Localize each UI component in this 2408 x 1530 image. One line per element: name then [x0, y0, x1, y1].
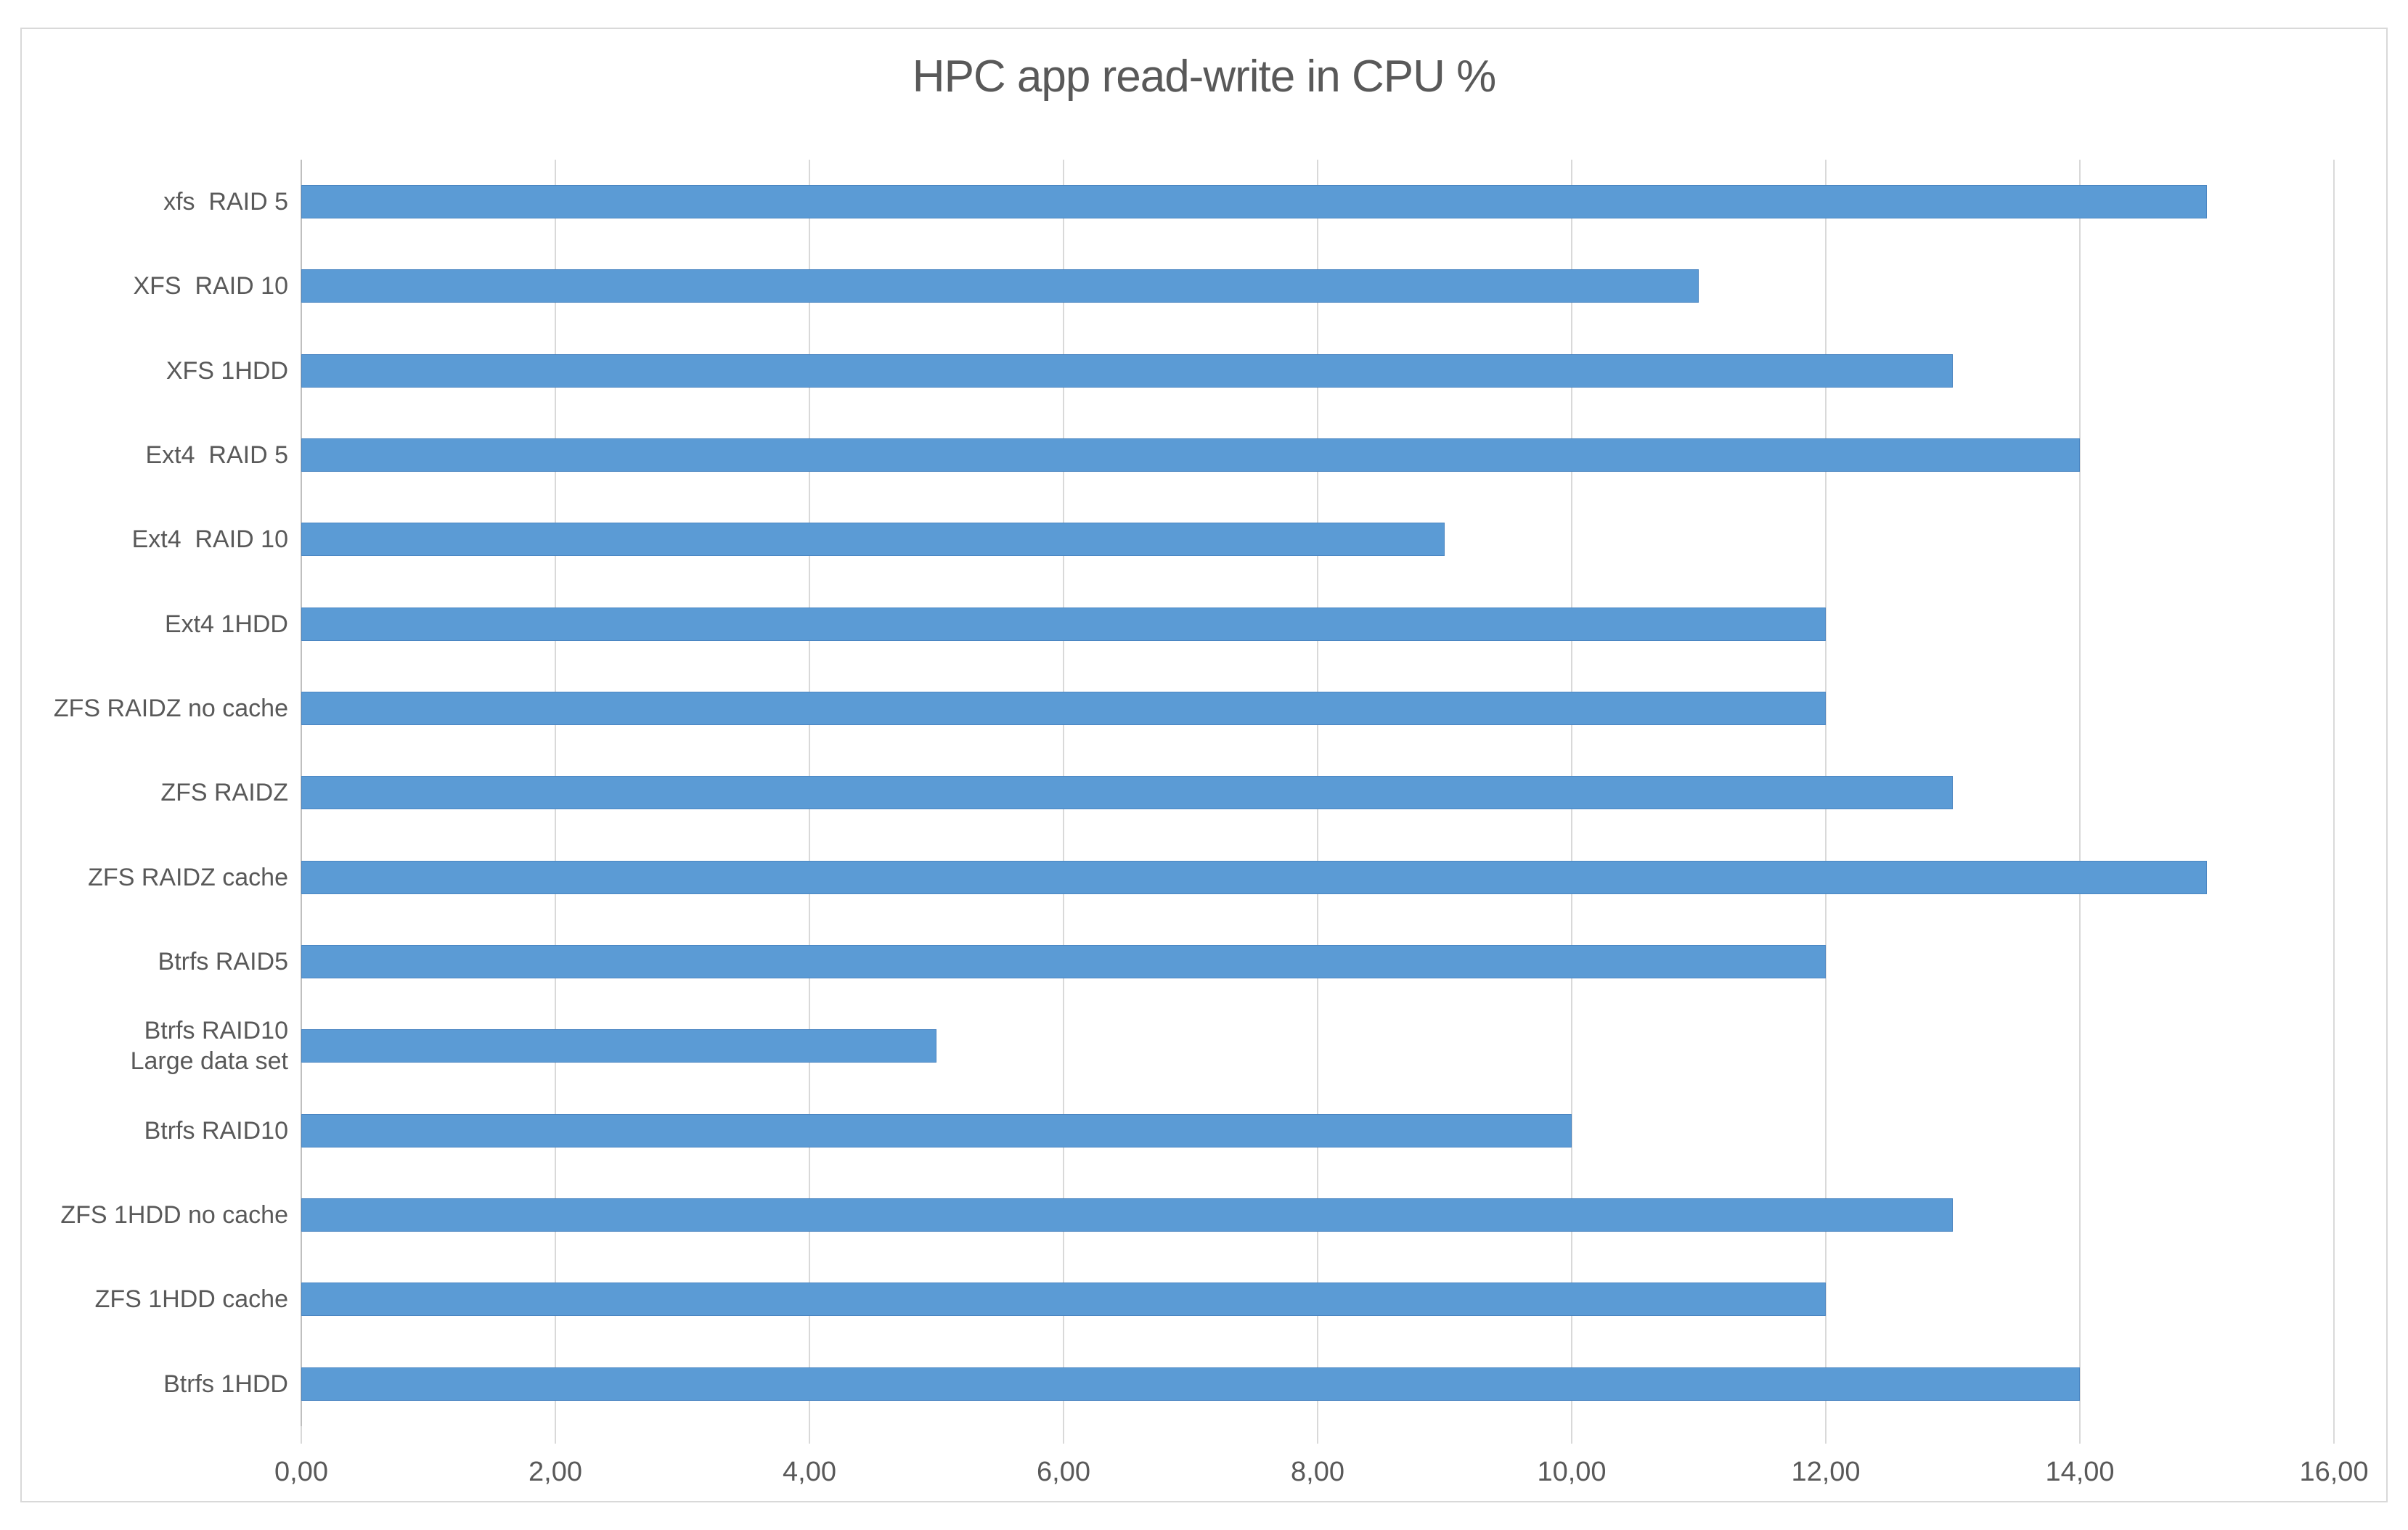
axis-tick-label: 12,00 — [1791, 1457, 1861, 1487]
axis-tick-label: 2,00 — [528, 1457, 582, 1487]
category-label: ZFS 1HDD no cache — [60, 1200, 288, 1229]
bar — [301, 269, 1699, 303]
axis-tick-label: 4,00 — [783, 1457, 836, 1487]
axis-tick — [2079, 1426, 2081, 1444]
bar — [301, 945, 1826, 979]
bar-row: xfs RAID 5 — [163, 160, 2334, 244]
category-label: Btrfs RAID10 — [144, 1116, 288, 1145]
axis-tick — [1063, 1426, 1064, 1444]
category-label: Btrfs 1HDD — [163, 1370, 288, 1398]
gridline — [2333, 160, 2335, 1426]
bar-row: Btrfs RAID10 — [144, 1089, 2334, 1173]
bar-row: Ext4 RAID 10 — [132, 497, 2334, 581]
axis-tick-label: 10,00 — [1537, 1457, 1607, 1487]
bar — [301, 353, 1953, 388]
axis-tick-label: 14,00 — [2045, 1457, 2115, 1487]
plot-area: xfs RAID 5 XFS RAID 10 XFS 1HDD Ext4 RAID 5… — [54, 160, 2369, 1487]
bar-row: Btrfs RAID10 Large data set — [131, 1004, 2334, 1088]
category-label: ZFS 1HDD cache — [94, 1285, 288, 1314]
bar-row: Ext4 RAID 5 — [145, 413, 2334, 497]
bar-row: ZFS RAIDZ — [160, 750, 2334, 835]
axis-tick-label: 0,00 — [274, 1457, 328, 1487]
gridline — [2079, 160, 2081, 1426]
axis-tick — [1825, 1426, 1827, 1444]
bar-row: Ext4 1HDD — [165, 582, 2334, 666]
bar — [301, 1029, 936, 1063]
bar — [301, 1113, 1572, 1148]
axis-tick-label: 6,00 — [1037, 1457, 1090, 1487]
category-label: ZFS RAIDZ — [160, 779, 288, 807]
bar — [301, 1198, 1953, 1232]
axis-tick — [2333, 1426, 2335, 1444]
bar-row: ZFS RAIDZ no cache — [54, 666, 2334, 750]
category-label: Ext4 RAID 5 — [145, 441, 288, 469]
bar — [301, 692, 1826, 726]
category-label: ZFS RAIDZ cache — [88, 863, 288, 891]
category-label: XFS RAID 10 — [133, 272, 288, 300]
category-label: xfs RAID 5 — [163, 187, 288, 216]
category-label: Ext4 RAID 10 — [131, 525, 288, 554]
category-label: Ext4 1HDD — [164, 610, 288, 638]
axis-tick — [1571, 1426, 1572, 1444]
bar — [301, 860, 2207, 894]
axis-tick — [1317, 1426, 1318, 1444]
axis-tick — [555, 1426, 556, 1444]
bar — [301, 607, 1826, 641]
bar-row: XFS RAID 10 — [133, 244, 2334, 328]
chart-title: HPC app read-write in CPU % — [912, 52, 1496, 102]
category-label: Btrfs RAID10 Large data set — [130, 1016, 288, 1076]
bar-rows-container: xfs RAID 5 XFS RAID 10 XFS 1HDD Ext4 RAID 5… — [54, 160, 2334, 1426]
category-label: ZFS RAIDZ no cache — [53, 694, 288, 722]
bar — [301, 185, 2207, 219]
category-label: Btrfs RAID5 — [158, 947, 288, 975]
bar — [301, 523, 1445, 557]
axis-tick — [301, 1426, 302, 1444]
bar-row: Btrfs 1HDD — [163, 1342, 2334, 1426]
category-label: XFS 1HDD — [166, 356, 288, 385]
bar-row: XFS 1HDD — [166, 329, 2334, 413]
axis-tick — [809, 1426, 810, 1444]
bar — [301, 438, 2080, 472]
bar-row: Btrfs RAID5 — [158, 920, 2334, 1004]
bar-row: ZFS RAIDZ cache — [88, 835, 2334, 920]
bar — [301, 776, 1953, 810]
axis-tick-label: 16,00 — [2299, 1457, 2369, 1487]
bar-row: ZFS 1HDD no cache — [60, 1173, 2334, 1257]
bar — [301, 1282, 1826, 1317]
axis-tick-label: 8,00 — [1291, 1457, 1344, 1487]
bar — [301, 1367, 2080, 1401]
bar-row: ZFS 1HDD cache — [95, 1257, 2334, 1341]
